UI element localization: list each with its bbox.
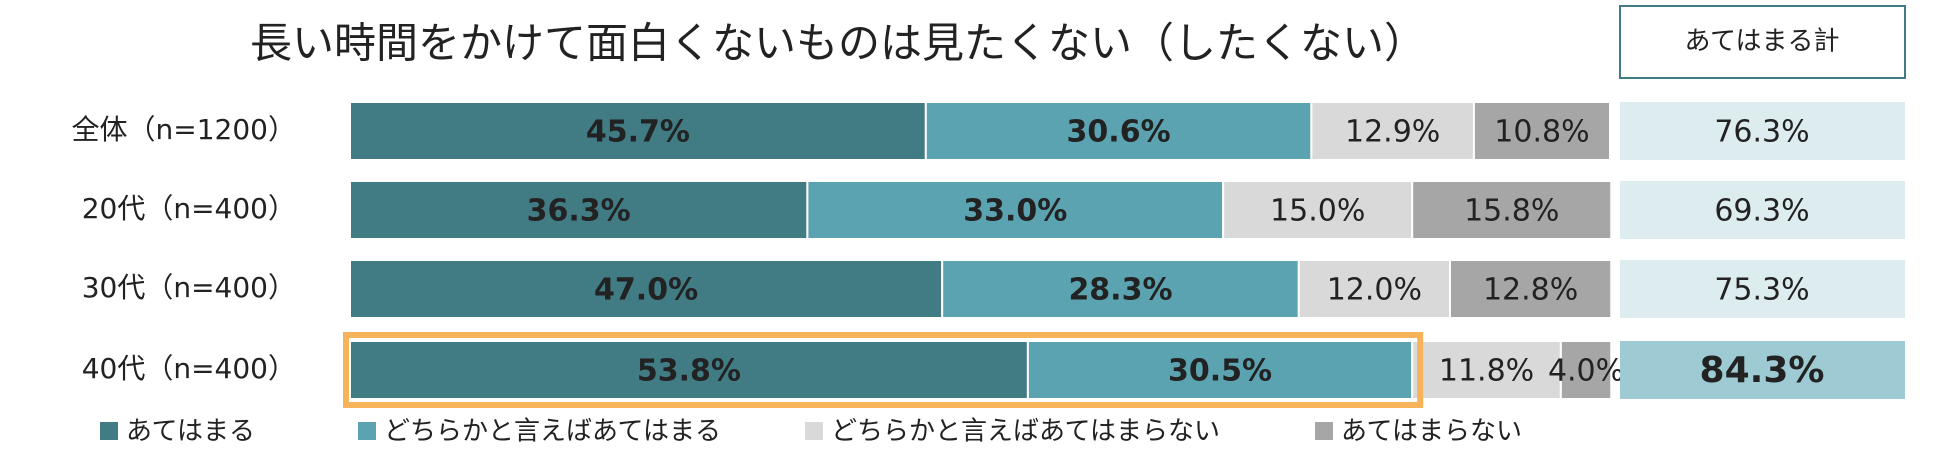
value-label: 36.3% (527, 194, 631, 229)
total-box (1620, 341, 1905, 399)
bar-segment (941, 259, 1300, 319)
value-label: 12.9% (1345, 115, 1440, 150)
value-label: 15.0% (1270, 194, 1365, 229)
totals-header-box (1619, 5, 1906, 79)
bar-segment (1026, 340, 1414, 400)
total-box (1620, 260, 1905, 318)
legend-label: どちらかと言えばあてはまる (384, 417, 721, 447)
bar-segment (1559, 340, 1613, 400)
totals-header: あてはまる計 (1685, 27, 1840, 57)
chart-title: 長い時間をかけて面白くないものは見たくない（したくない） (250, 19, 1426, 68)
bar-segment (1448, 259, 1613, 319)
legend-swatch (805, 422, 823, 440)
category-label: 30代（n=400） (82, 271, 296, 304)
value-label: 33.0% (963, 194, 1067, 229)
value-label: 45.7% (586, 115, 690, 150)
legend-swatch (1315, 422, 1333, 440)
total-label: 76.3% (1714, 115, 1809, 150)
highlight-box (343, 332, 1424, 408)
category-label: 40代（n=400） (82, 352, 296, 385)
legend-swatch (100, 422, 118, 440)
legend-label: あてはまらない (1341, 417, 1522, 447)
value-label: 53.8% (637, 354, 741, 389)
value-label: 28.3% (1068, 273, 1172, 308)
value-label: 10.8% (1494, 115, 1589, 150)
legend-swatch (358, 422, 376, 440)
total-box (1620, 102, 1905, 160)
total-label: 84.3% (1700, 350, 1825, 391)
value-label: 12.8% (1483, 273, 1578, 308)
value-label: 15.8% (1464, 194, 1559, 229)
total-label: 75.3% (1714, 273, 1809, 308)
category-label: 全体（n=1200） (72, 113, 296, 146)
value-label: 12.0% (1327, 273, 1422, 308)
value-label: 30.6% (1067, 115, 1171, 150)
bar-segment (1297, 259, 1451, 319)
bar-segment (349, 259, 944, 319)
value-label: 30.5% (1168, 354, 1272, 389)
value-label: 4.0% (1548, 354, 1624, 389)
legend-label: どちらかと言えばあてはまらない (831, 417, 1220, 447)
bar-segment (1411, 340, 1562, 400)
bar-segment (349, 180, 809, 240)
bar-segment (1222, 180, 1414, 240)
bar-segment (349, 101, 927, 161)
value-label: 47.0% (594, 273, 698, 308)
bar-segment (924, 101, 1313, 161)
total-box (1620, 181, 1905, 239)
value-label: 11.8% (1439, 354, 1534, 389)
bar-segment (1472, 101, 1612, 161)
category-label: 20代（n=400） (82, 192, 296, 225)
bar-segment (1411, 180, 1613, 240)
legend-label: あてはまる (126, 417, 255, 447)
total-label: 69.3% (1714, 194, 1809, 229)
